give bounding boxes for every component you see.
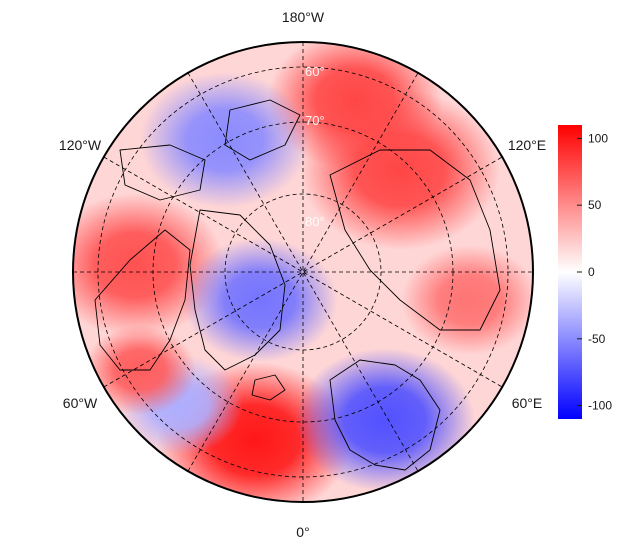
graticule bbox=[73, 42, 533, 502]
lon-label-upper-left: 120°W bbox=[59, 137, 102, 153]
colorbar-tick-label-0: 100 bbox=[588, 131, 608, 145]
coastline-5 bbox=[119, 144, 206, 201]
lat-label-70: 70° bbox=[305, 113, 325, 128]
colorbar-tick-label-4: -100 bbox=[588, 399, 612, 413]
lon-label-top: 180°W bbox=[282, 9, 325, 25]
map-disc: 60° 70° 80° bbox=[73, 42, 533, 502]
coastline-6 bbox=[251, 374, 286, 401]
colorbar: 100 50 0 -50 -100 bbox=[558, 125, 612, 419]
anomaly-center-9 bbox=[401, 245, 533, 355]
lon-label-upper-right: 120°E bbox=[508, 137, 546, 153]
anomaly-center-6 bbox=[140, 72, 310, 208]
anomaly-center-1 bbox=[295, 348, 475, 492]
lon-label-lower-left: 60°W bbox=[63, 395, 98, 411]
coastline-0 bbox=[329, 359, 441, 471]
longitude-labels: 180°W 0° 120°W 120°E 60°W 60°E bbox=[59, 9, 546, 540]
anomaly-center-4 bbox=[73, 193, 225, 337]
coastline-4 bbox=[224, 99, 301, 161]
anomaly-center-5 bbox=[182, 238, 338, 362]
colorbar-tick-label-1: 50 bbox=[588, 198, 602, 212]
colorbar-tick-label-2: 0 bbox=[588, 265, 595, 279]
lat-label-60: 60° bbox=[305, 64, 325, 79]
map-border bbox=[72, 41, 534, 503]
coastline-2 bbox=[94, 229, 191, 371]
latitude-labels: 60° 70° 80° bbox=[305, 64, 325, 229]
anomaly-center-3 bbox=[267, 42, 443, 170]
coastline-3 bbox=[329, 149, 501, 331]
lon-label-lower-right: 60°E bbox=[512, 395, 543, 411]
anomaly-field bbox=[73, 42, 533, 502]
lat-label-80: 80° bbox=[305, 214, 325, 229]
colorbar-tick-label-3: -50 bbox=[588, 332, 606, 346]
lon-label-bottom: 0° bbox=[296, 524, 309, 540]
colorbar-ticks: 100 50 0 -50 -100 bbox=[577, 131, 612, 413]
